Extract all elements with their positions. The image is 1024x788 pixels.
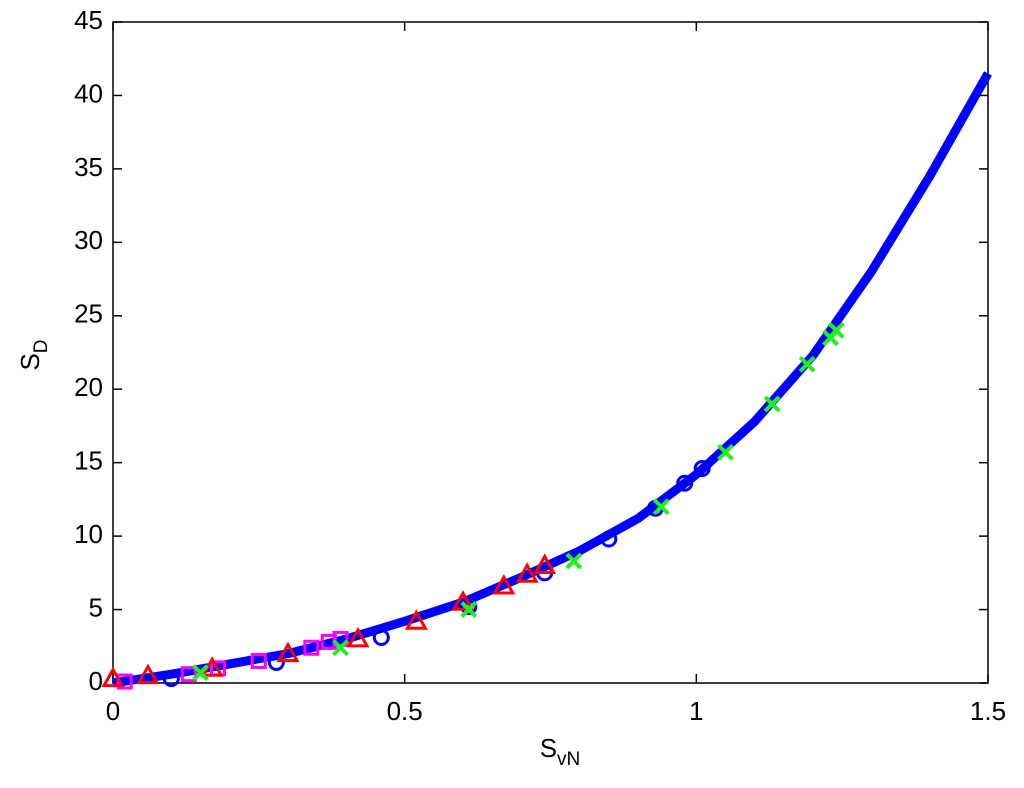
x-tick-label: 0 <box>106 696 120 726</box>
circle-marker <box>600 530 618 548</box>
x-label-main: S <box>540 733 557 763</box>
x-marker <box>763 395 781 413</box>
triangle-marker <box>404 609 428 630</box>
triangle-marker <box>346 626 370 648</box>
y-tick-label: 25 <box>74 299 103 329</box>
curve <box>112 71 992 688</box>
y-tick-label: 10 <box>74 519 103 549</box>
y-tick-label: 15 <box>74 446 103 476</box>
triangle-marker <box>136 663 160 685</box>
x-marker <box>652 498 670 516</box>
triangle-marker <box>101 666 125 688</box>
y-tick-label: 35 <box>74 152 103 182</box>
x-tick-label: 0.5 <box>387 696 423 726</box>
circle-marker <box>460 598 478 616</box>
y-tick-label: 0 <box>89 666 103 696</box>
y-tick-label: 30 <box>74 225 103 255</box>
circle-marker <box>372 628 390 646</box>
plot-frame <box>112 21 989 684</box>
x-label-sub: vN <box>557 749 580 770</box>
x-marker <box>332 639 349 657</box>
square-marker <box>303 639 320 656</box>
circle-marker <box>676 474 694 492</box>
x-marker <box>717 443 734 461</box>
triangle-marker <box>533 553 557 574</box>
y-tick-label: 5 <box>89 592 103 622</box>
y-label-main: S <box>15 353 45 370</box>
y-label-sub: D <box>31 339 52 353</box>
y-tick-label: 45 <box>74 5 103 35</box>
y-tick-label: 20 <box>74 372 103 402</box>
circle-marker <box>267 653 285 671</box>
triangle-marker <box>276 641 300 663</box>
square-marker <box>180 666 197 683</box>
y-axis-label: SD <box>15 339 52 370</box>
y-tick-label: 40 <box>74 78 103 108</box>
x-marker <box>460 601 478 618</box>
x-tick-label: 1.5 <box>970 696 1006 726</box>
square-marker <box>250 652 267 669</box>
x-marker <box>827 322 845 339</box>
triangle-marker <box>515 562 539 583</box>
triangle-marker <box>451 590 475 611</box>
x-marker <box>192 664 209 682</box>
triangle-marker <box>492 573 516 595</box>
circle-marker <box>162 670 180 688</box>
x-axis-label: SvN <box>540 733 581 770</box>
x-tick-label: 1 <box>689 696 703 726</box>
x-marker <box>565 552 583 570</box>
x-marker <box>798 355 816 373</box>
circle-marker <box>693 460 711 478</box>
